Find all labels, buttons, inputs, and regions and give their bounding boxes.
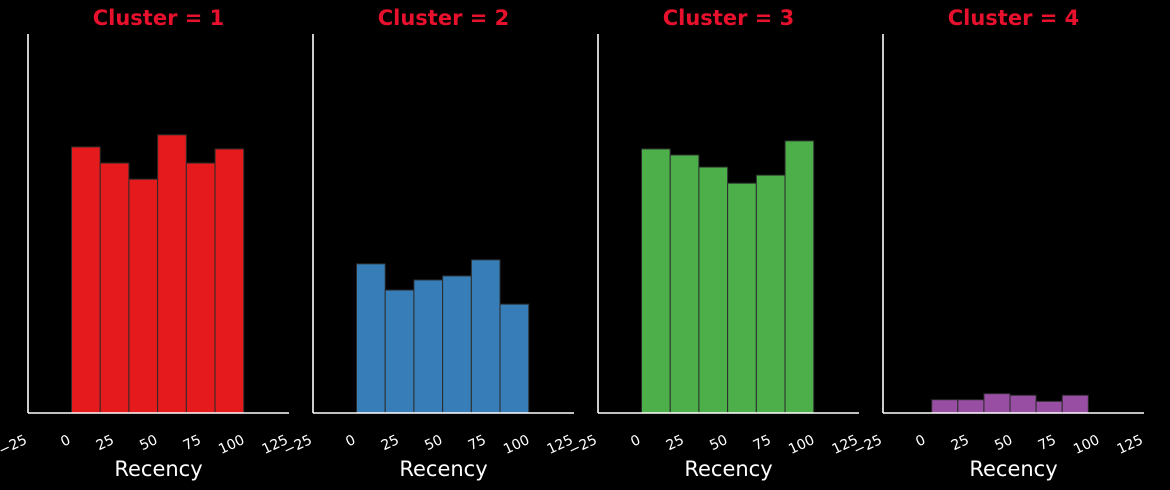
histogram-bar [727,182,757,414]
panel-title: Cluster = 1 [93,6,225,30]
histogram-bar [669,154,700,414]
histogram-bar [1009,394,1037,414]
histogram-bar [442,275,472,414]
histogram-bar [413,279,444,414]
histogram-bar [784,140,815,414]
histogram-bar [71,146,101,414]
panel-title: Cluster = 4 [948,6,1080,30]
panel-title: Cluster = 2 [378,6,510,30]
x-tick-label: 50 [992,432,1015,454]
x-axis-label: Recency [114,457,202,481]
x-tick-label: 25 [379,432,402,454]
histogram-bar [1035,400,1063,414]
histogram-bar [499,303,530,414]
x-tick-label: 75 [181,432,204,454]
x-axis-label: Recency [399,457,487,481]
histogram-bar [931,399,959,414]
histogram-bar [1061,394,1089,414]
histogram-bar [957,399,985,414]
x-tick-label: 50 [422,432,445,454]
x-tick-label: 75 [751,432,774,454]
histogram-bar [214,148,245,414]
x-tick-label: 25 [94,432,117,454]
histogram-bar [641,148,671,414]
x-axis-label: Recency [684,457,772,481]
x-tick-label: 25 [949,432,972,454]
histogram-bar [470,259,501,414]
histogram-bar [128,178,159,414]
histogram-bar [157,134,187,414]
x-axis-label: Recency [969,457,1057,481]
x-tick-label: 25 [664,432,687,454]
histogram-bar [185,162,216,414]
histogram-bar [755,174,786,414]
x-tick-label: 75 [466,432,489,454]
histogram-bar [698,166,729,414]
histogram-bar [983,393,1011,414]
histogram-bar [384,289,415,414]
panel-title: Cluster = 3 [663,6,795,30]
histogram-bar [356,263,386,414]
x-tick-label: 50 [707,432,730,454]
x-tick-label: 75 [1036,432,1059,454]
x-tick-label: 50 [137,432,160,454]
histogram-bar [99,162,130,414]
